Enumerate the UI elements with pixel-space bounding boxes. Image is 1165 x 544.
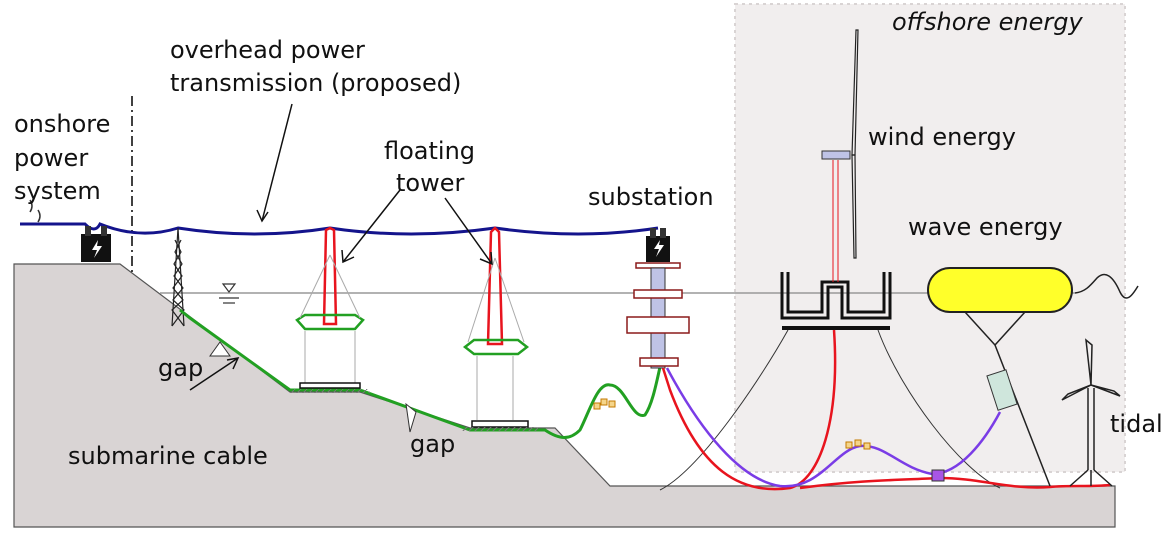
submarine-cable-label: submarine cable [68,442,268,470]
tidal-turbine [1061,338,1121,487]
floating-tower-1 [290,226,370,393]
onshore-label-line1: onshore [14,110,110,138]
overhead-label-line2: transmission (proposed) [170,69,461,97]
subsea-hub [931,469,945,482]
array-cable-buoyancy [845,439,871,450]
overhead-transmission-line [20,222,659,236]
lattice-tower [171,227,185,327]
gap-left-marker [209,341,231,357]
floating-tower-label-line1: floating [384,137,475,165]
gap-label-left: gap [158,354,203,382]
wave-energy-converter [927,267,1073,487]
wind-turbine-platform [659,29,1001,491]
array-cable [665,367,1002,488]
floating-tower-label-line2: tower [396,169,464,197]
onshore-transformer [81,226,111,262]
floating-tower-2 [462,226,538,431]
onshore-label-line3: system [14,177,101,205]
cable-buoyancy-modules [593,398,616,410]
water-level-symbol [219,283,239,304]
callout-arrows [189,103,493,391]
wind-energy-label: wind energy [868,123,1016,151]
submarine-cable [179,308,662,439]
sea-surface-wave [1074,273,1139,299]
offshore-energy-region [734,3,1126,473]
overhead-label-line1: overhead power [170,36,365,64]
wind-export-cable [661,329,1111,491]
gap-right-marker [405,402,417,433]
offshore-energy-label: offshore energy [892,8,1084,36]
wave-energy-label: wave energy [908,213,1063,241]
onshore-label-line2: power [14,144,88,172]
onshore-grid-symbol [29,199,41,223]
tidal-label: tidal [1110,410,1163,438]
gap-label-right: gap [410,430,455,458]
substation-structure [626,228,690,369]
substation-label: substation [588,183,714,211]
